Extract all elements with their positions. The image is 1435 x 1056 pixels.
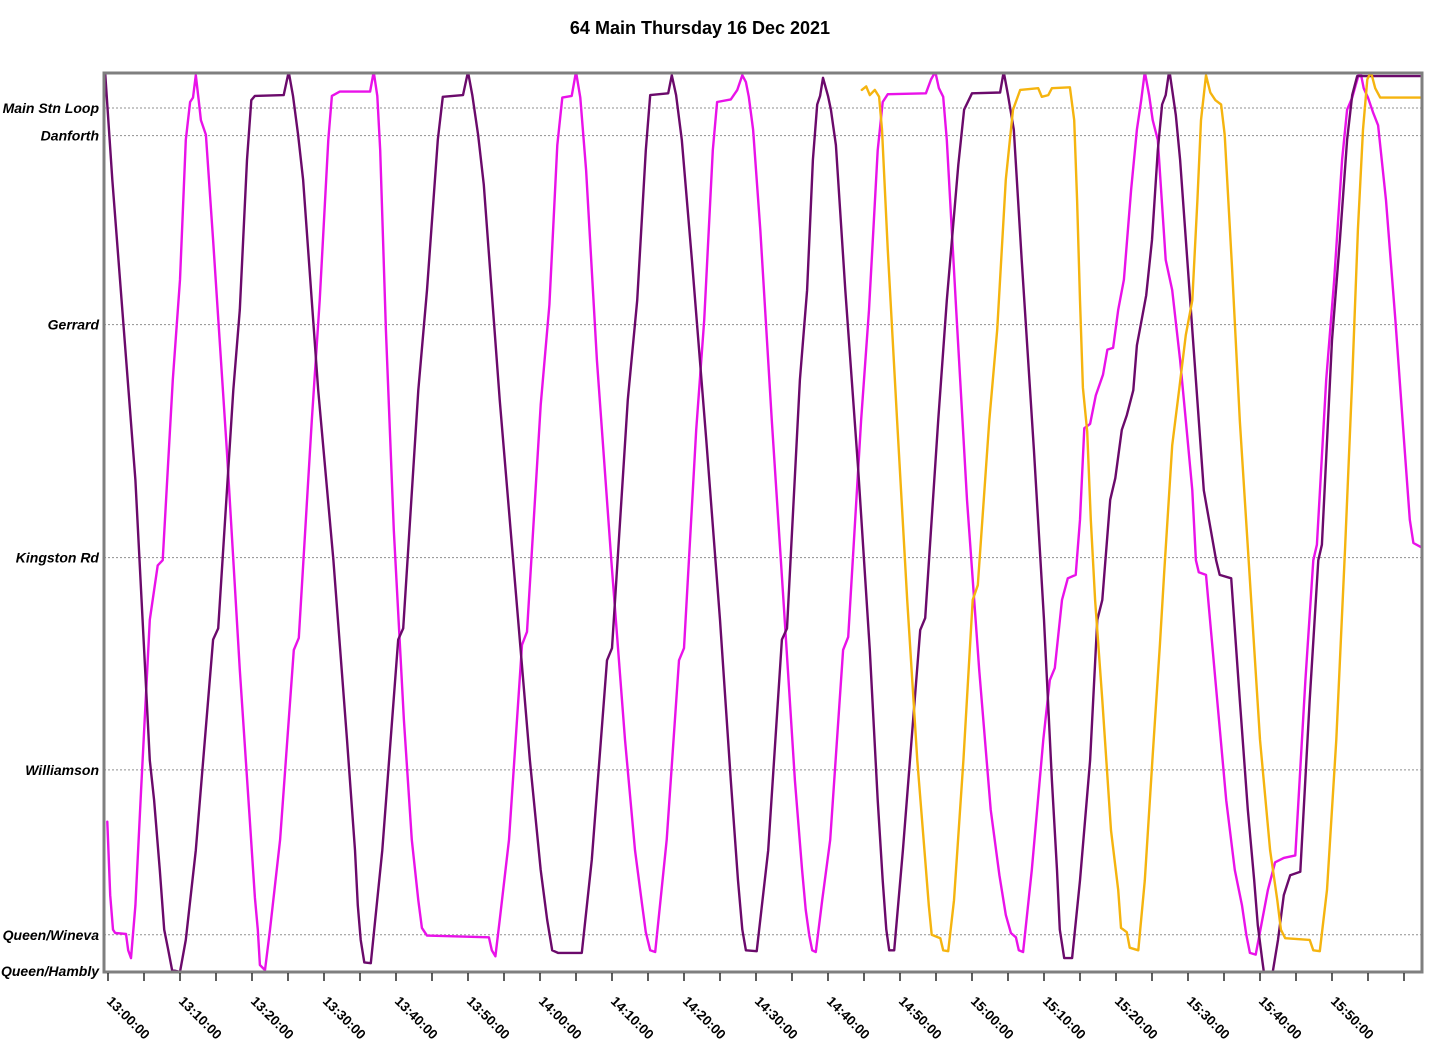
y-stop-label-5: Queen/Wineva	[3, 927, 100, 943]
x-tick-label: 13:20:00	[248, 994, 297, 1043]
x-tick-label: 14:10:00	[608, 994, 657, 1043]
y-stop-label-3: Kingston Rd	[16, 550, 100, 566]
plot-border	[102, 71, 1424, 974]
y-stop-label-0: Main Stn Loop	[3, 100, 100, 116]
y-stop-label-1: Danforth	[41, 128, 99, 144]
x-tick-label: 15:20:00	[1112, 994, 1161, 1043]
y-stop-label-2: Gerrard	[48, 317, 100, 333]
x-tick-label: 13:00:00	[104, 994, 153, 1043]
x-tick-label: 15:50:00	[1328, 994, 1377, 1043]
x-tick-label: 13:30:00	[320, 994, 369, 1043]
series-vehicle-orange	[860, 74, 1421, 953]
x-tick-label: 13:40:00	[392, 994, 441, 1043]
x-tick-label: 15:10:00	[1040, 994, 1089, 1043]
y-stop-label-4: Williamson	[25, 762, 99, 778]
x-tick-label: 13:10:00	[176, 994, 225, 1043]
x-tick-label: 14:30:00	[752, 994, 801, 1043]
x-tick-label: 13:50:00	[464, 994, 513, 1043]
y-stop-label-6: Queen/Hambly	[1, 963, 100, 979]
x-tick-label: 15:40:00	[1256, 994, 1305, 1043]
x-tick-label: 14:40:00	[824, 994, 873, 1043]
x-tick-label: 14:50:00	[896, 994, 945, 1043]
x-tick-label: 14:00:00	[536, 994, 585, 1043]
series-vehicle-purple	[105, 74, 1421, 971]
x-tick-label: 14:20:00	[680, 994, 729, 1043]
series-vehicle-magenta	[106, 74, 1421, 971]
chart-title: 64 Main Thursday 16 Dec 2021	[569, 18, 831, 38]
x-tick-label: 15:00:00	[968, 994, 1017, 1043]
x-tick-label: 15:30:00	[1184, 994, 1233, 1043]
